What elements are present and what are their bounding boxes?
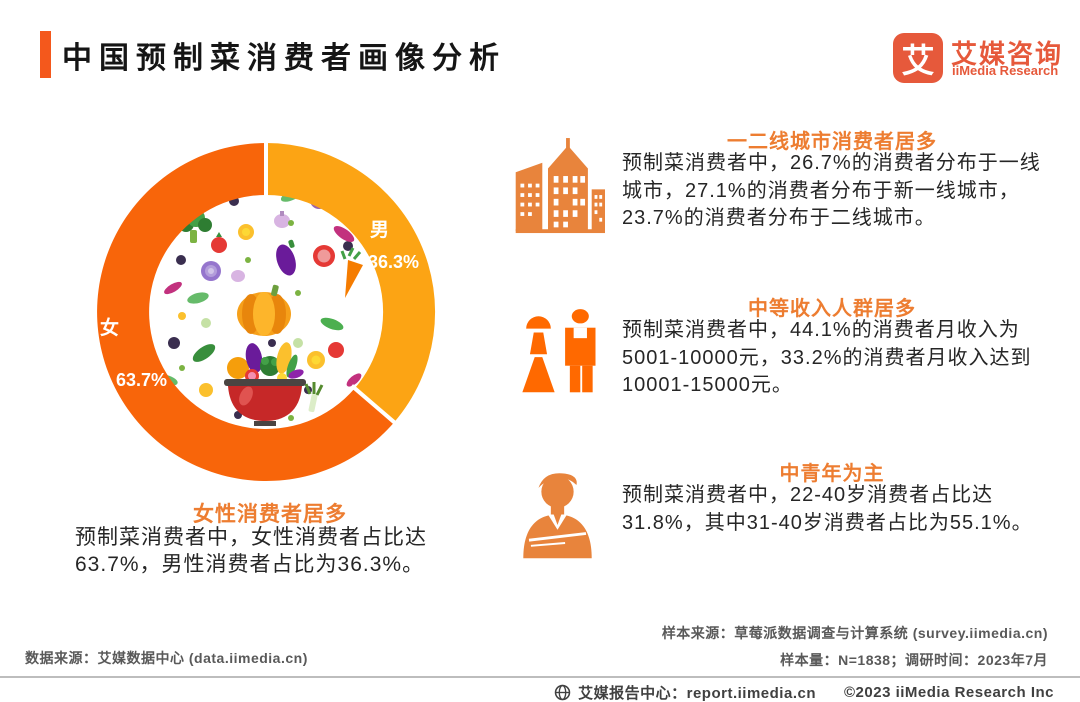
male-slice-label: 男: [370, 219, 389, 241]
section-heading-age: 中青年为主: [779, 463, 885, 485]
logo-brand-cn: 艾媒咨询: [951, 39, 1064, 69]
slice-divider-bottom-right: [350, 384, 399, 427]
chart-heading: 女性消费者居多: [193, 503, 347, 526]
male-female-couple-icon: [522, 309, 596, 393]
logo-mark: 艾: [901, 42, 935, 79]
chart-description: 预制菜消费者中，女性消费者占比达63.7%，男性消费者占比为36.3%。: [75, 526, 427, 576]
sample-source-note: 样本来源：草莓派数据调查与计算系统 (survey.iimedia.cn) 样本…: [662, 620, 1048, 674]
donut-slice-male[interactable]: [266, 142, 436, 423]
businessman-icon: [523, 473, 592, 559]
footer-report-center[interactable]: 艾媒报告中心：report.iimedia.cn: [578, 685, 816, 702]
sample-source-line: 样本来源：草莓派数据调查与计算系统 (survey.iimedia.cn): [661, 625, 1048, 641]
section-heading-cities: 一二线城市消费者居多: [727, 131, 937, 153]
city-buildings-icon: [515, 138, 605, 234]
section-body-cities: 预制菜消费者中，26.7%的消费者分布于一线城市，27.1%的消费者分布于新一线…: [622, 152, 1041, 229]
page-title: 中国预制菜消费者画像分析: [62, 42, 506, 75]
footer: 艾媒报告中心：report.iimedia.cn ©2023 iiMedia R…: [554, 682, 1054, 702]
donut-slice-female[interactable]: [97, 143, 395, 481]
footer-divider: [0, 676, 1080, 678]
section-body-age: 预制菜消费者中，22-40岁消费者占比达31.8%，其中31-40岁消费者占比为…: [622, 484, 1033, 534]
logo-brand-en: iiMedia Research: [952, 63, 1059, 78]
globe-icon: [554, 684, 571, 701]
data-source-note: 数据来源：艾媒数据中心 (data.iimedia.cn): [25, 650, 308, 666]
footer-copyright: ©2023 iiMedia Research Inc: [844, 684, 1054, 701]
section-heading-income: 中等收入人群居多: [748, 298, 916, 320]
iimedia-logo-icon: 艾: [893, 33, 943, 83]
section-body-income: 预制菜消费者中，44.1%的消费者月收入为5001-10000元，33.2%的消…: [622, 319, 1032, 396]
title-accent-bar: [40, 31, 51, 78]
male-slice-value: 36.3%: [368, 252, 419, 272]
sample-info-line: 样本量：N=1838；调研时间：2023年7月: [780, 652, 1048, 668]
female-slice-value: 63.7%: [116, 370, 167, 390]
female-slice-label: 女: [100, 316, 119, 339]
gender-donut-chart: 男 36.3% 女 63.7%: [97, 139, 436, 481]
